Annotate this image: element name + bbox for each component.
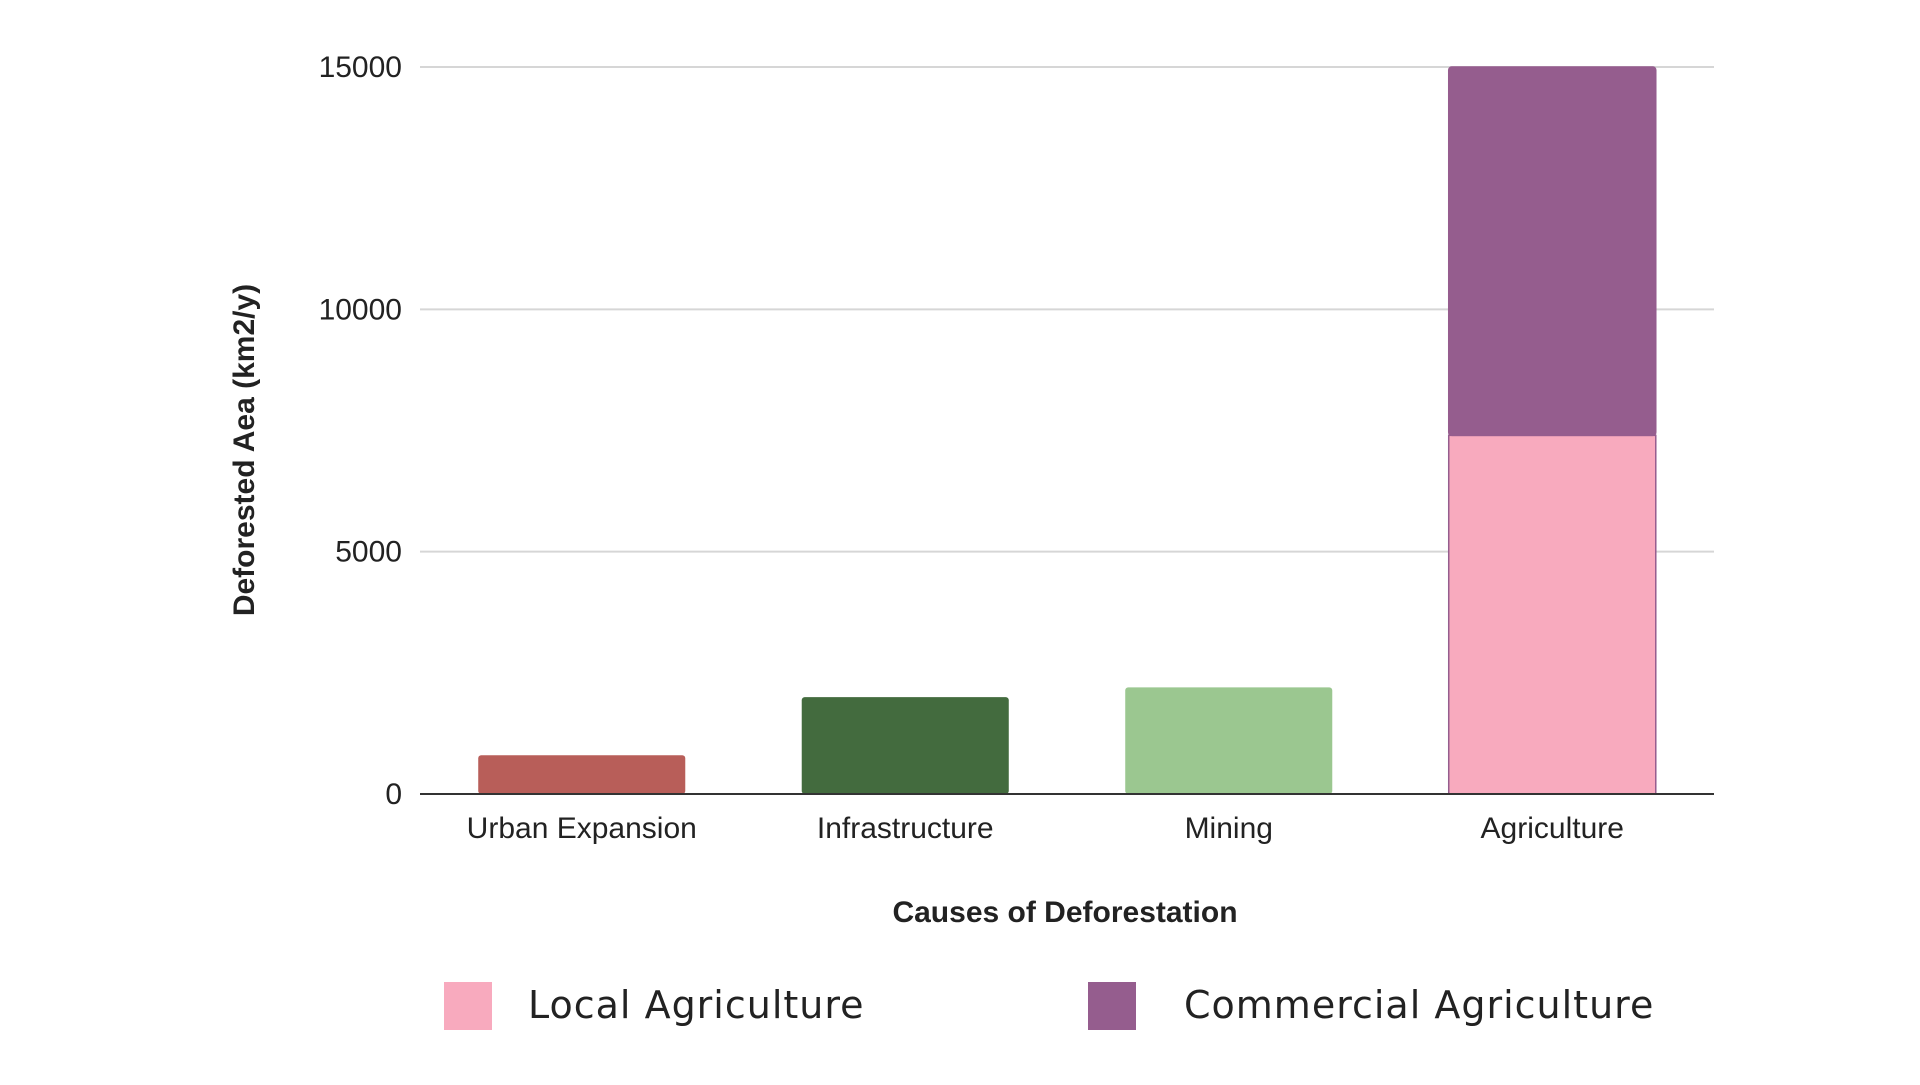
x-tick-label-agriculture: Agriculture — [1481, 812, 1624, 845]
y-tick-label-5000: 5000 — [335, 536, 402, 569]
x-axis-title: Causes of Deforestation — [892, 896, 1237, 929]
bars — [478, 66, 1657, 795]
bar-infrastructure — [801, 697, 1009, 794]
legend-item-commercial-agriculture: Commercial Agriculture — [1088, 982, 1654, 1030]
bar-agriculture-local-agriculture — [1447, 434, 1657, 795]
legend: Local Agriculture Commercial Agriculture — [444, 982, 1654, 1030]
bar-agriculture-commercial-agriculture — [1447, 66, 1657, 437]
legend-label-local-agriculture: Local Agriculture — [528, 983, 865, 1027]
bar-mining — [1125, 687, 1333, 794]
legend-swatch-local-agriculture — [444, 982, 492, 1030]
x-tick-label-mining: Mining — [1185, 812, 1273, 845]
legend-swatch-commercial-agriculture — [1088, 982, 1136, 1030]
y-axis-title: Deforested Aea (km2/y) — [228, 284, 261, 616]
legend-label-commercial-agriculture: Commercial Agriculture — [1184, 983, 1654, 1027]
y-tick-label-0: 0 — [385, 778, 402, 811]
legend-item-local-agriculture: Local Agriculture — [444, 982, 865, 1030]
y-tick-labels: 0 5000 10000 15000 — [319, 51, 402, 811]
x-tick-labels: Urban Expansion Infrastructure Mining Agric… — [467, 812, 1624, 845]
bar-urban-expansion — [478, 755, 686, 794]
x-tick-label-urban-expansion: Urban Expansion — [467, 812, 697, 845]
x-tick-label-infrastructure: Infrastructure — [817, 812, 994, 845]
y-tick-label-15000: 15000 — [319, 51, 402, 84]
y-tick-label-10000: 10000 — [319, 293, 402, 326]
